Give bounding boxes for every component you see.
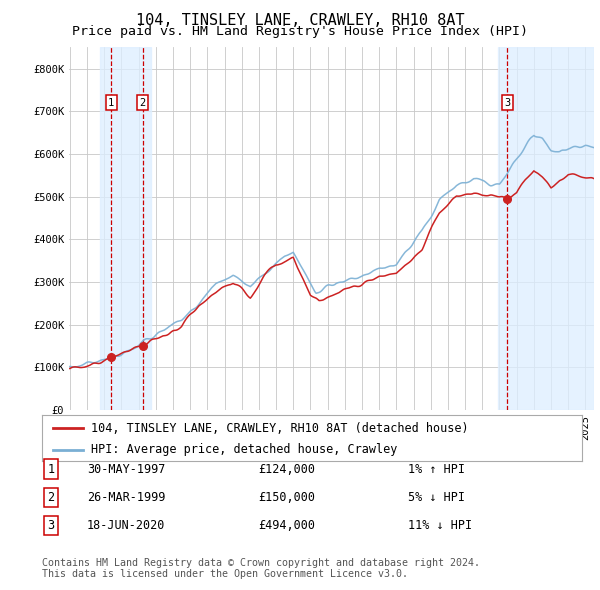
Text: 2: 2	[47, 491, 55, 504]
Bar	[100, 47, 151, 410]
Text: £124,000: £124,000	[258, 463, 315, 476]
Text: 1: 1	[108, 98, 115, 108]
Text: 11% ↓ HPI: 11% ↓ HPI	[408, 519, 472, 532]
Text: 3: 3	[504, 98, 511, 108]
Text: 5% ↓ HPI: 5% ↓ HPI	[408, 491, 465, 504]
Text: 104, TINSLEY LANE, CRAWLEY, RH10 8AT: 104, TINSLEY LANE, CRAWLEY, RH10 8AT	[136, 13, 464, 28]
Text: 18-JUN-2020: 18-JUN-2020	[87, 519, 166, 532]
Text: 104, TINSLEY LANE, CRAWLEY, RH10 8AT (detached house): 104, TINSLEY LANE, CRAWLEY, RH10 8AT (de…	[91, 422, 468, 435]
Text: 26-MAR-1999: 26-MAR-1999	[87, 491, 166, 504]
Text: HPI: Average price, detached house, Crawley: HPI: Average price, detached house, Craw…	[91, 443, 397, 457]
Text: Contains HM Land Registry data © Crown copyright and database right 2024.
This d: Contains HM Land Registry data © Crown c…	[42, 558, 480, 579]
Text: Price paid vs. HM Land Registry's House Price Index (HPI): Price paid vs. HM Land Registry's House …	[72, 25, 528, 38]
Text: £150,000: £150,000	[258, 491, 315, 504]
Text: 2: 2	[139, 98, 146, 108]
Text: 30-MAY-1997: 30-MAY-1997	[87, 463, 166, 476]
Text: 1: 1	[47, 463, 55, 476]
Text: £494,000: £494,000	[258, 519, 315, 532]
Text: 3: 3	[47, 519, 55, 532]
Text: 1% ↑ HPI: 1% ↑ HPI	[408, 463, 465, 476]
Bar	[498, 47, 594, 410]
